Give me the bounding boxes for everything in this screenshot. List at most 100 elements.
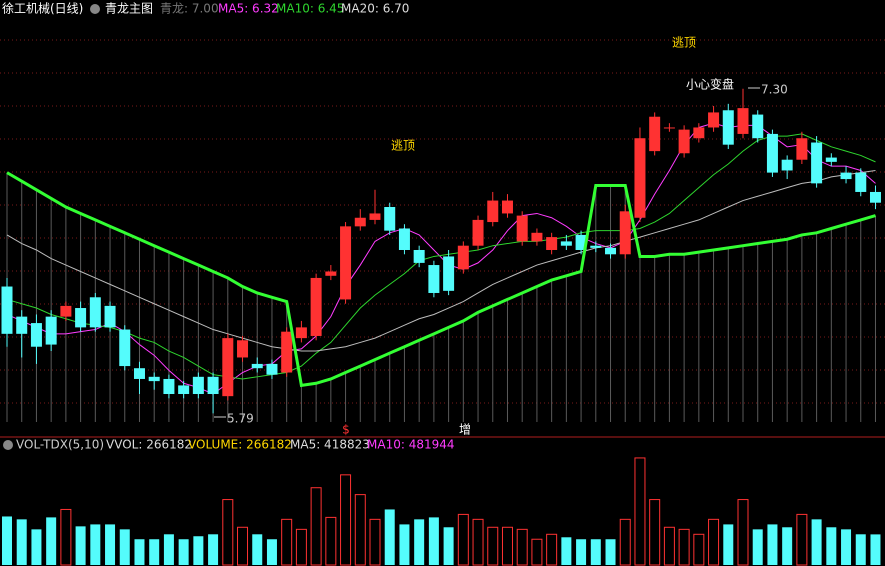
candle-body — [413, 249, 425, 263]
volume-bar — [796, 513, 808, 566]
volume-bar — [163, 534, 174, 565]
candle-body — [825, 157, 837, 162]
volume-bar — [561, 537, 572, 565]
volume-bar — [678, 528, 690, 566]
indicator-name[interactable]: 青龙主图 — [105, 2, 153, 16]
candle-body — [737, 108, 749, 134]
plot — [1, 88, 881, 566]
candle-body — [60, 305, 72, 317]
volume-bar — [149, 539, 160, 565]
volume-bar — [105, 524, 116, 565]
ma20-value: MA20: 6.70 — [341, 2, 409, 16]
volume-bar — [340, 474, 352, 566]
vol-ma5-value: MA5: 418823 — [290, 438, 370, 452]
candle-body — [384, 207, 396, 231]
volume-bar — [501, 526, 513, 566]
candle-body — [531, 232, 543, 242]
volume-bar — [237, 526, 249, 566]
candle-body — [693, 127, 705, 139]
ma-line — [6, 169, 876, 352]
volume-bar — [855, 534, 866, 565]
volume-bar — [31, 529, 42, 565]
candle-body — [575, 234, 587, 250]
annotation: 逃顶 — [391, 139, 415, 153]
candle-body — [840, 172, 852, 180]
candle-body — [443, 256, 455, 291]
candle-body — [560, 241, 572, 246]
volume-bar — [841, 529, 852, 565]
stock-title: 徐工机械(日线) — [2, 1, 83, 16]
volume-bar — [605, 539, 616, 565]
volume-bar — [428, 517, 439, 565]
volume-bar — [782, 527, 793, 565]
candle-body — [222, 338, 234, 397]
candle-body — [796, 138, 808, 160]
volume-bar — [16, 519, 27, 565]
candle-body — [295, 327, 307, 339]
candle-body — [869, 191, 881, 203]
grid — [0, 39, 885, 404]
candle-body — [708, 112, 720, 128]
volume-bar — [46, 517, 57, 565]
menu-icon[interactable] — [3, 440, 13, 450]
ma5-value: MA5: 6.32 — [218, 2, 279, 16]
qinglong-line — [6, 171, 876, 388]
annotation: 小心变盘 — [686, 77, 734, 92]
candle-body — [649, 116, 661, 152]
volume-bar — [75, 526, 86, 565]
annotation: 逃顶 — [672, 36, 696, 50]
candle-body — [89, 297, 101, 328]
menu-icon[interactable] — [90, 4, 100, 14]
volume-bar — [90, 524, 101, 565]
candle-body — [516, 215, 528, 242]
volume-bar — [767, 524, 778, 565]
ma10-value: MA10: 6.45 — [276, 2, 344, 16]
volume-bar — [281, 518, 293, 566]
candle-body — [678, 129, 690, 154]
candle-body — [457, 245, 469, 270]
volume-bar — [487, 526, 499, 566]
candle-body — [163, 378, 175, 395]
low-label: 5.79 — [227, 412, 254, 426]
candle-body — [605, 247, 617, 255]
ma-line — [6, 133, 876, 380]
candle-body — [16, 316, 28, 334]
volume-bar — [649, 499, 661, 566]
candle-body — [104, 305, 116, 328]
volume-bar — [870, 534, 881, 565]
volume-value: VOLUME: 266182 — [188, 438, 292, 452]
candle-body — [398, 228, 410, 250]
volume-bar — [752, 529, 763, 565]
volume-bar — [663, 526, 675, 566]
candle-body — [752, 114, 764, 139]
candle-body — [178, 385, 190, 395]
volume-bar — [634, 457, 646, 566]
volume-bar — [457, 513, 469, 566]
volume-bar — [708, 518, 720, 566]
candle-body — [722, 110, 734, 145]
candle-body — [75, 308, 87, 328]
volume-bar — [60, 508, 72, 566]
volume-bar — [443, 527, 454, 565]
volume-bar — [325, 516, 337, 566]
volume-bar — [531, 538, 543, 566]
candle-body — [619, 211, 631, 255]
volume-bar — [826, 527, 837, 565]
volume-bar — [266, 539, 277, 565]
candle-body — [133, 368, 145, 379]
volume-indicator[interactable]: VOL-TDX(5,10) — [16, 438, 104, 452]
candle-body — [266, 363, 278, 375]
volume-bar — [178, 539, 189, 565]
candle-body — [766, 133, 778, 173]
candle-body — [590, 245, 602, 248]
vvol-value: VVOL: 266182 — [106, 438, 192, 452]
volume-bar — [546, 533, 558, 566]
candle-body — [546, 237, 558, 250]
volume-bar — [222, 499, 234, 566]
high-label: 7.30 — [761, 83, 788, 97]
volume-bar — [737, 499, 749, 566]
candle-body — [501, 200, 513, 214]
signal: $ — [342, 423, 350, 437]
volume-bar — [811, 519, 822, 565]
